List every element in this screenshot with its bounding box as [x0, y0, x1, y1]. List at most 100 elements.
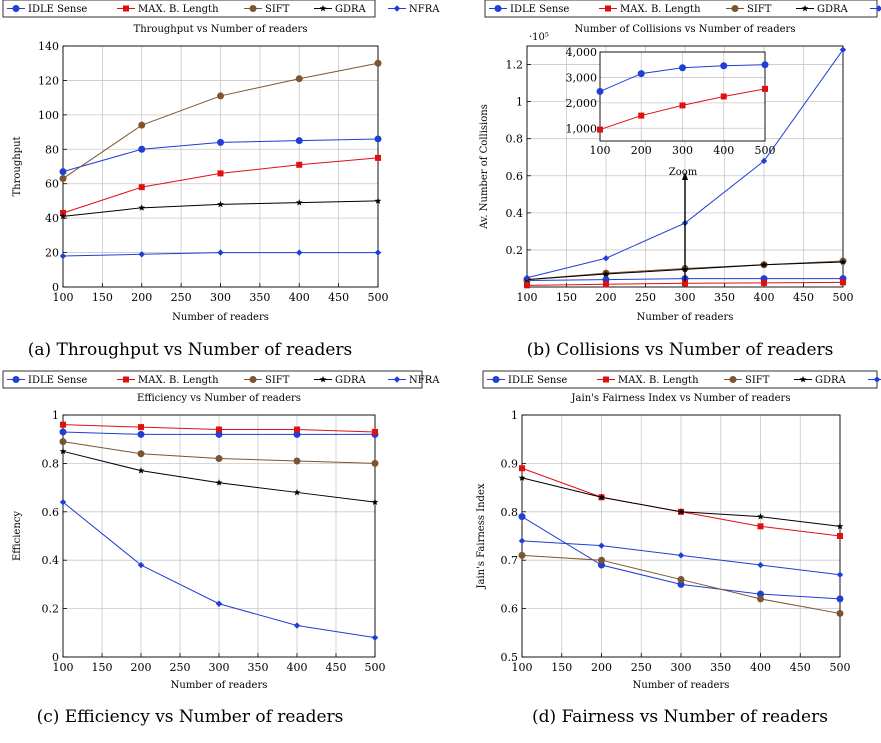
x-tick-label: 100 [512, 661, 533, 674]
legend-box [2, 0, 376, 18]
data-point [598, 493, 605, 501]
series-max-b-length [60, 421, 378, 435]
inset-zoom-plot: 100 200 300 400 500 1,000 2,000 3,000 4,000 [566, 46, 776, 282]
chart-title: Throughput vs Number of readers [134, 24, 308, 35]
data-point [757, 513, 764, 520]
x-tick-label: 100 [517, 291, 538, 304]
x-tick-label: 150 [92, 291, 113, 304]
data-point [518, 537, 526, 545]
y-axis-label: Jain's Fairness Index [476, 483, 487, 589]
y-tick-label: 1 [516, 96, 523, 109]
data-point [216, 426, 222, 433]
legend-label: IDLE Sense [28, 4, 87, 15]
data-point [293, 622, 301, 629]
y-tick-label: 0.6 [42, 506, 60, 519]
data-point [839, 46, 847, 53]
legend-label: SIFT [265, 375, 290, 386]
x-tick-label: 250 [635, 291, 656, 304]
data-point [59, 498, 67, 506]
data-point [523, 274, 531, 281]
legend-item: MAX. B. Length [599, 4, 701, 15]
x-tick-label: 300 [209, 661, 230, 674]
y-tick-label: 0.8 [42, 457, 60, 470]
y-tick-label: 0.4 [506, 207, 524, 220]
legend-marker [12, 5, 20, 12]
legend-label: MAX. B. Length [618, 375, 699, 386]
data-point [60, 421, 66, 428]
legend-marker [875, 5, 881, 12]
data-point [757, 523, 764, 530]
chart-title: Efficiency vs Number of readers [137, 393, 301, 404]
inset-data-point [679, 64, 686, 72]
y-tick-label: 40 [45, 212, 59, 225]
legend-item: IDLE Sense [7, 375, 87, 386]
series-nfra [59, 249, 382, 260]
legend-item: NFRA [870, 5, 881, 12]
legend-label: GDRA [815, 375, 847, 386]
data-point [757, 561, 764, 569]
data-point [137, 450, 145, 458]
y-tick-label: 20 [45, 247, 59, 260]
series-sift [59, 438, 379, 467]
data-point [839, 258, 847, 265]
series-gdra [518, 474, 844, 530]
legend-item: NFRA [868, 376, 881, 383]
legend-marker [729, 376, 737, 383]
data-point [59, 438, 67, 446]
legend-item: SIFT [244, 375, 290, 386]
inset-series-idle-sense [596, 61, 769, 95]
y-tick-label: 80 [45, 143, 59, 156]
inset-data-point [679, 102, 686, 109]
data-point [836, 609, 844, 617]
inset-x-tick-label: 100 [590, 144, 611, 157]
legend-marker [393, 5, 401, 12]
y-tick-label: 0.8 [501, 506, 519, 519]
data-point [602, 270, 610, 277]
data-point [217, 92, 224, 100]
inset-data-point [597, 126, 603, 133]
legend-marker [123, 376, 129, 383]
legend-marker [799, 375, 807, 383]
inset-data-point [596, 87, 604, 95]
data-point [677, 508, 685, 515]
y-tick-label: 1 [52, 409, 59, 422]
plot-frame [526, 45, 844, 288]
legend-item: SIFT [726, 4, 772, 15]
legend-marker [393, 376, 401, 383]
y-axis-label: Efficiency [12, 511, 23, 561]
legend-marker [249, 5, 257, 12]
data-point [836, 522, 844, 530]
data-point [598, 556, 605, 564]
data-point [757, 595, 764, 603]
data-point [138, 184, 145, 191]
data-point [294, 426, 300, 433]
y-tick-label: 60 [45, 178, 59, 191]
x-tick-label: 300 [210, 291, 231, 304]
x-tick-label: 500 [365, 661, 386, 674]
plot-area: 100 150 200 250 300 350 400 450 500 0 0.2 0.4 0.6 0.8… [42, 409, 386, 674]
data-point [293, 457, 301, 465]
legend-box [2, 370, 423, 389]
x-tick-label: 200 [596, 291, 617, 304]
series-idle-sense [59, 135, 382, 176]
data-point [836, 571, 844, 578]
x-tick-label: 300 [671, 661, 692, 674]
x-tick-label: 200 [131, 291, 152, 304]
data-point [371, 634, 379, 641]
inset-x-tick-label: 500 [755, 144, 776, 157]
legend-item: GDRA [794, 375, 847, 386]
data-point [59, 212, 67, 220]
legend-marker [873, 376, 881, 383]
inset-data-point [761, 61, 769, 69]
series-idle-sense [518, 513, 844, 603]
legend-item: IDLE Sense [7, 4, 87, 15]
legend-item: IDLE Sense [489, 4, 569, 15]
x-tick-label: 400 [287, 661, 308, 674]
inset-data-point [638, 112, 645, 119]
series-max-b-length [524, 279, 846, 289]
x-tick-label: 300 [675, 291, 696, 304]
y-tick-label: 0.6 [506, 170, 524, 183]
x-tick-label: 350 [249, 291, 270, 304]
y-tick-label: 0 [52, 281, 59, 294]
data-point [760, 261, 768, 268]
